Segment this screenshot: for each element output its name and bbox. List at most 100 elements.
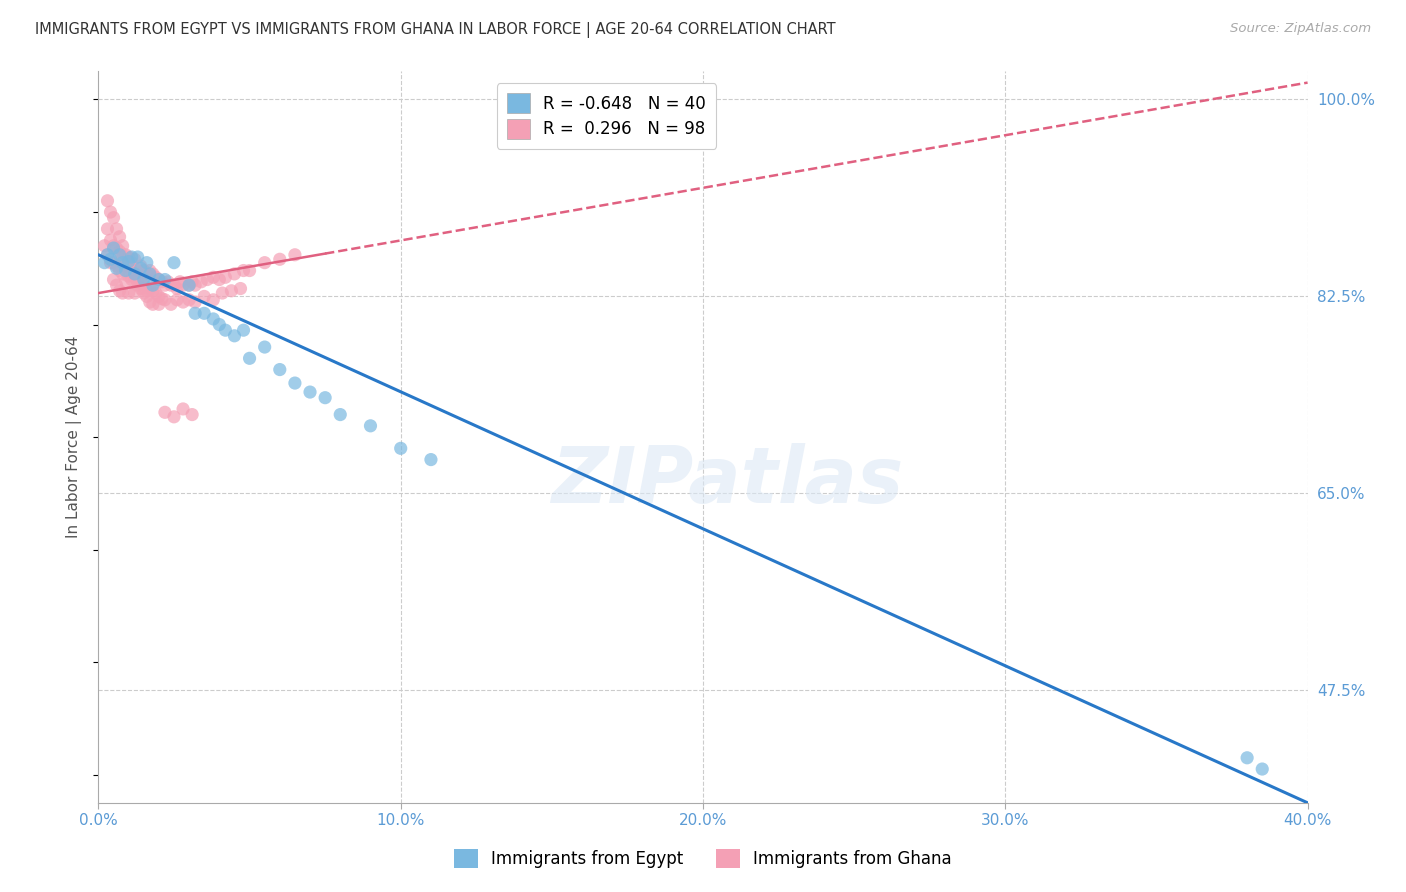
Point [103,255,125,269]
Point [329,408,352,422]
Point [181,408,204,422]
Point [214,323,236,337]
Point [148,297,170,311]
Point [202,312,225,326]
Point [153,278,176,293]
Point [202,270,225,285]
Point [105,278,128,293]
Point [135,289,157,303]
Point [108,263,131,277]
Point [195,272,218,286]
Point [96,222,118,236]
Point [190,275,212,289]
Point [253,255,276,269]
Point [224,267,246,281]
Point [114,259,136,273]
Point [148,289,170,303]
Point [148,272,170,286]
Point [389,442,412,456]
Point [284,248,307,262]
Point [135,255,157,269]
Point [132,286,155,301]
Point [232,263,254,277]
Point [299,385,322,400]
Text: IMMIGRANTS FROM EGYPT VS IMMIGRANTS FROM GHANA IN LABOR FORCE | AGE 20-64 CORREL: IMMIGRANTS FROM EGYPT VS IMMIGRANTS FROM… [35,22,835,38]
Point [193,289,215,303]
Point [121,250,143,264]
Point [108,244,131,259]
Point [108,284,131,298]
Point [208,318,231,332]
Point [239,351,262,366]
Point [269,362,291,376]
Point [139,281,162,295]
Point [132,278,155,293]
Point [108,248,131,262]
Point [93,239,115,253]
Point [360,418,382,433]
Point [193,306,215,320]
Point [100,205,122,219]
Point [103,241,125,255]
Point [129,261,152,276]
Text: ZIPatlas: ZIPatlas [551,443,903,519]
Point [269,252,291,267]
Point [127,278,149,293]
Point [139,295,162,310]
Point [156,275,179,289]
Point [145,270,167,285]
Point [221,284,243,298]
Point [96,194,118,208]
Point [121,255,143,269]
Point [153,405,176,419]
Point [253,340,276,354]
Point [163,409,186,424]
Y-axis label: In Labor Force | Age 20-64: In Labor Force | Age 20-64 [66,336,83,538]
Point [239,263,262,277]
Point [111,267,134,281]
Point [142,284,165,298]
Point [1236,751,1258,765]
Point [169,275,191,289]
Point [111,239,134,253]
Point [139,267,162,281]
Legend: Immigrants from Egypt, Immigrants from Ghana: Immigrants from Egypt, Immigrants from G… [447,842,959,875]
Point [124,286,146,301]
Point [135,267,157,281]
Point [121,272,143,286]
Point [148,272,170,286]
Point [121,263,143,277]
Point [179,278,201,293]
Point [284,376,307,390]
Point [224,328,246,343]
Point [114,275,136,289]
Point [100,255,122,269]
Text: Source: ZipAtlas.com: Source: ZipAtlas.com [1230,22,1371,36]
Point [172,295,194,310]
Point [96,248,118,262]
Point [105,241,128,255]
Point [1251,762,1274,776]
Point [314,391,336,405]
Point [181,275,204,289]
Point [163,278,186,293]
Point [184,295,207,310]
Point [118,286,141,301]
Point [105,259,128,273]
Point [179,278,201,293]
Point [142,278,165,293]
Point [160,278,183,293]
Point [150,292,173,306]
Point [111,250,134,264]
Point [118,250,141,264]
Point [135,284,157,298]
Point [129,259,152,273]
Legend: R = -0.648   N = 40, R =  0.296   N = 98: R = -0.648 N = 40, R = 0.296 N = 98 [496,83,716,148]
Point [179,293,201,307]
Point [105,261,128,276]
Point [124,270,146,285]
Point [124,252,146,267]
Point [184,306,207,320]
Point [103,272,125,286]
Point [153,272,176,286]
